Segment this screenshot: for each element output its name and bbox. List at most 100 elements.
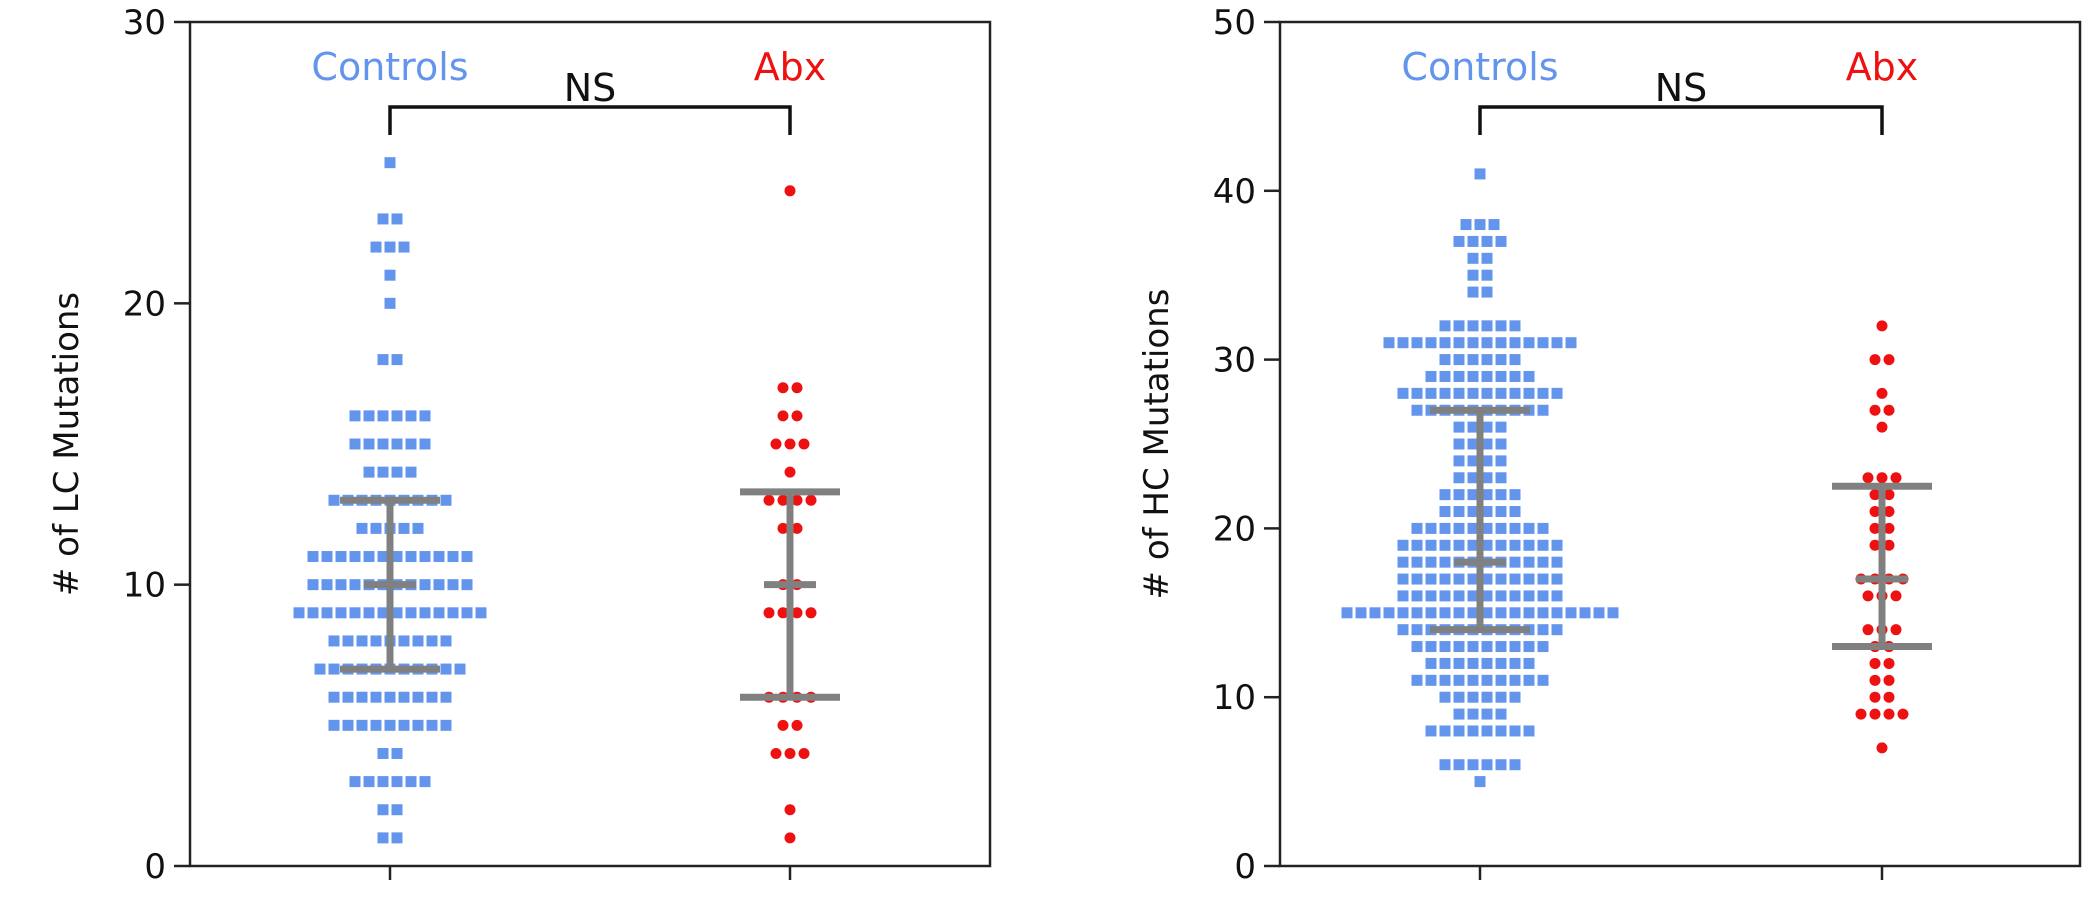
data-point-controls — [412, 691, 424, 703]
data-point-controls — [398, 635, 410, 647]
data-point-abx — [1890, 624, 1902, 636]
data-point-controls — [335, 579, 347, 591]
data-point-controls — [419, 551, 431, 563]
data-point-controls — [1467, 370, 1479, 382]
data-point-controls — [1537, 539, 1549, 551]
data-point-controls — [1411, 539, 1423, 551]
data-point-controls — [342, 635, 354, 647]
data-point-controls — [391, 832, 403, 844]
data-point-controls — [391, 804, 403, 816]
data-point-controls — [1509, 759, 1521, 771]
data-point-controls — [356, 691, 368, 703]
data-point-controls — [370, 522, 382, 534]
data-point-abx — [784, 804, 796, 816]
data-point-controls — [1453, 370, 1465, 382]
data-point-controls — [1439, 641, 1451, 653]
data-point-controls — [1495, 573, 1507, 585]
data-point-controls — [1439, 522, 1451, 534]
data-point-controls — [419, 579, 431, 591]
data-point-controls — [1467, 252, 1479, 264]
data-point-abx — [1869, 506, 1881, 518]
y-tick-label: 50 — [1213, 3, 1256, 43]
data-point-controls — [1481, 674, 1493, 686]
data-point-controls — [1523, 674, 1535, 686]
data-point-controls — [1481, 641, 1493, 653]
data-point-controls — [1439, 320, 1451, 332]
data-point-controls — [1509, 539, 1521, 551]
data-point-controls — [1495, 674, 1507, 686]
y-tick-label: 0 — [1234, 847, 1256, 887]
data-point-controls — [1481, 708, 1493, 720]
data-point-abx — [1869, 539, 1881, 551]
data-point-controls — [405, 466, 417, 478]
data-point-controls — [391, 607, 403, 619]
data-point-controls — [1397, 607, 1409, 619]
data-point-controls — [1467, 641, 1479, 653]
data-point-abx — [777, 382, 789, 394]
data-point-controls — [1467, 472, 1479, 484]
data-point-controls — [1467, 539, 1479, 551]
data-point-controls — [419, 438, 431, 450]
data-point-controls — [1495, 489, 1507, 501]
data-point-controls — [377, 410, 389, 422]
data-point-controls — [1439, 657, 1451, 669]
data-point-controls — [426, 635, 438, 647]
data-point-controls — [440, 719, 452, 731]
data-point-controls — [384, 719, 396, 731]
data-point-controls — [356, 522, 368, 534]
data-point-controls — [1537, 607, 1549, 619]
y-axis-title: # of HC Mutations — [1137, 289, 1177, 600]
data-point-controls — [1467, 455, 1479, 467]
data-point-abx — [1876, 387, 1888, 399]
data-point-controls — [1397, 590, 1409, 602]
data-point-abx — [763, 607, 775, 619]
data-point-controls — [1523, 725, 1535, 737]
data-point-controls — [419, 607, 431, 619]
data-point-controls — [398, 691, 410, 703]
data-point-controls — [1523, 573, 1535, 585]
data-point-controls — [440, 635, 452, 647]
data-point-controls — [1467, 657, 1479, 669]
data-point-controls — [1523, 607, 1535, 619]
data-point-controls — [1453, 641, 1465, 653]
data-point-controls — [1397, 387, 1409, 399]
data-point-controls — [1481, 725, 1493, 737]
data-point-controls — [377, 354, 389, 366]
data-point-controls — [1453, 539, 1465, 551]
data-point-controls — [1509, 641, 1521, 653]
data-point-controls — [335, 607, 347, 619]
data-point-controls — [363, 607, 375, 619]
data-point-controls — [1509, 506, 1521, 518]
data-point-controls — [1411, 387, 1423, 399]
data-point-controls — [461, 607, 473, 619]
data-point-controls — [1509, 607, 1521, 619]
data-point-abx — [784, 185, 796, 197]
data-point-controls — [391, 354, 403, 366]
data-point-controls — [405, 410, 417, 422]
data-point-controls — [1453, 438, 1465, 450]
data-point-controls — [1481, 657, 1493, 669]
data-point-controls — [1495, 387, 1507, 399]
data-point-controls — [1523, 387, 1535, 399]
data-point-controls — [461, 579, 473, 591]
data-point-controls — [1453, 573, 1465, 585]
data-point-abx — [1883, 506, 1895, 518]
data-point-controls — [328, 719, 340, 731]
data-point-controls — [461, 551, 473, 563]
significance-label: NS — [564, 66, 617, 110]
data-point-controls — [1411, 641, 1423, 653]
data-point-controls — [1467, 759, 1479, 771]
data-point-controls — [335, 551, 347, 563]
data-point-controls — [440, 494, 452, 506]
data-point-controls — [1551, 539, 1563, 551]
data-point-controls — [328, 663, 340, 675]
data-point-controls — [1537, 404, 1549, 416]
data-point-abx — [1876, 320, 1888, 332]
data-point-controls — [419, 776, 431, 788]
data-point-controls — [1341, 607, 1353, 619]
data-point-abx — [1862, 472, 1874, 484]
data-point-controls — [1425, 641, 1437, 653]
data-point-controls — [1523, 522, 1535, 534]
data-point-controls — [433, 607, 445, 619]
data-point-controls — [1523, 337, 1535, 349]
